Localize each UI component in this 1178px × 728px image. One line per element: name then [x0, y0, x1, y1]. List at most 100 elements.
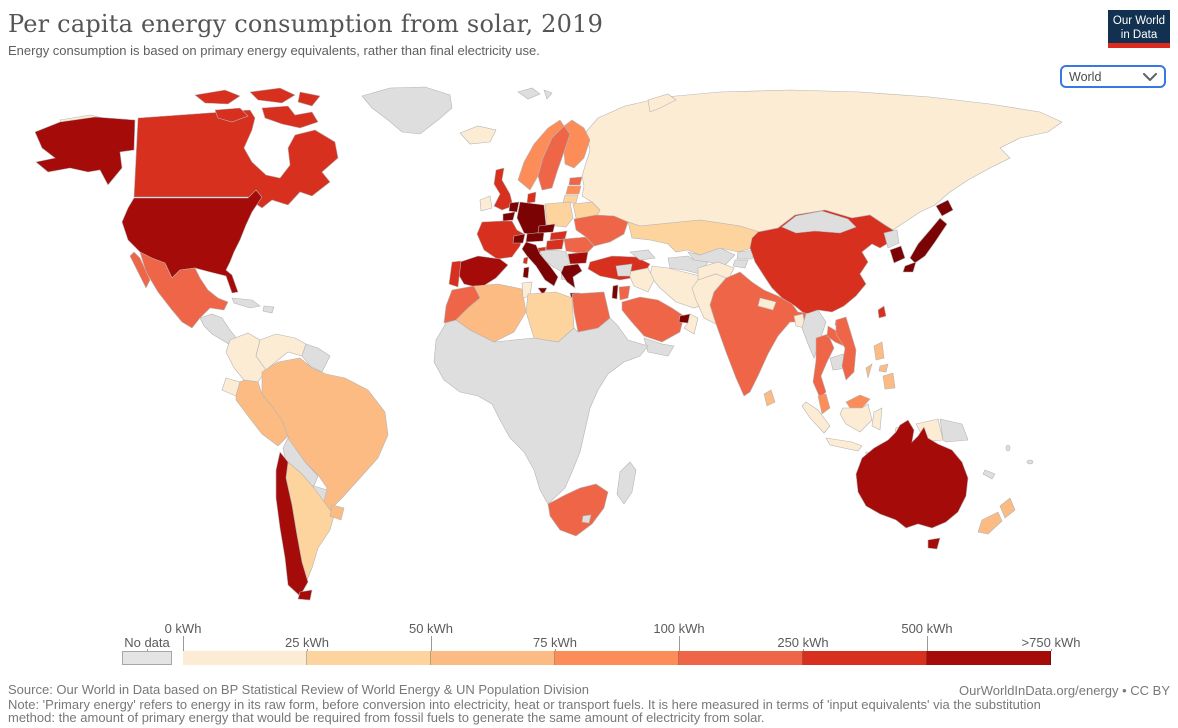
country-italy[interactable] [521, 241, 559, 287]
country-australia-tasmania[interactable] [927, 537, 941, 550]
country-indonesia-sulawesi[interactable] [871, 407, 883, 431]
country-indonesia-sumatra[interactable] [801, 401, 831, 434]
country-spain[interactable] [456, 255, 509, 289]
country-egypt[interactable] [571, 291, 611, 333]
country-thailand[interactable] [812, 333, 835, 399]
region-sub-saharan-africa[interactable] [433, 317, 649, 505]
country-svalbard-2[interactable] [543, 89, 553, 100]
country-algeria[interactable] [455, 283, 527, 343]
country-bulgaria[interactable] [567, 251, 589, 265]
country-svalbard[interactable] [517, 87, 541, 100]
country-syria[interactable] [615, 263, 633, 277]
country-hungary[interactable] [545, 238, 565, 251]
country-latvia[interactable] [565, 185, 582, 195]
country-israel[interactable] [611, 284, 619, 300]
country-canada-island-2[interactable] [249, 87, 296, 104]
country-iceland[interactable] [459, 125, 497, 145]
country-jordan[interactable] [618, 285, 631, 301]
country-china[interactable] [749, 209, 894, 316]
country-cuba[interactable] [231, 297, 261, 309]
country-brazil[interactable] [261, 357, 389, 511]
country-venezuela[interactable] [255, 333, 307, 371]
country-chile-tierra[interactable] [297, 589, 313, 601]
country-mexico-baja[interactable] [129, 251, 151, 289]
country-canada-island-1[interactable] [194, 89, 241, 105]
country-usa-alaska[interactable] [34, 116, 136, 186]
country-slovakia[interactable] [549, 230, 568, 241]
country-madagascar[interactable] [616, 461, 637, 505]
country-lesotho[interactable] [581, 514, 592, 524]
country-portugal[interactable] [448, 260, 462, 288]
country-japan-hokkaido[interactable] [935, 199, 954, 217]
country-switzerland[interactable] [512, 233, 526, 244]
country-new-zealand-north[interactable] [999, 497, 1016, 519]
country-mexico[interactable] [139, 251, 229, 329]
country-saudi-arabia[interactable] [621, 296, 685, 343]
country-ukraine[interactable] [573, 214, 629, 247]
small-island-2[interactable] [1005, 444, 1011, 452]
country-canada[interactable] [133, 109, 339, 209]
legend-segment-500-750[interactable] [927, 651, 1051, 665]
country-italy-sardinia[interactable] [522, 266, 530, 279]
legend-segment-0-25[interactable] [183, 651, 307, 665]
country-sweden[interactable] [537, 125, 571, 191]
legend-segment-50-75[interactable] [431, 651, 555, 665]
legend-segment-250-500[interactable] [803, 651, 927, 665]
legend-segment-25-50[interactable] [307, 651, 431, 665]
legend-no-data-swatch[interactable] [122, 651, 172, 665]
country-poland[interactable] [544, 201, 574, 228]
country-caucasus[interactable] [629, 249, 656, 261]
country-hispaniola[interactable] [262, 305, 275, 314]
country-new-caledonia[interactable] [982, 469, 996, 480]
country-czechia[interactable] [537, 223, 556, 234]
country-uruguay[interactable] [329, 504, 345, 521]
country-malaysia-borneo[interactable] [845, 394, 871, 409]
country-kyrgyzstan[interactable] [736, 249, 756, 260]
country-nepal[interactable] [757, 297, 777, 311]
country-denmark[interactable] [526, 191, 537, 204]
country-philippines-palawan[interactable] [865, 363, 873, 379]
country-philippines-luzon[interactable] [873, 341, 885, 361]
attribution-link[interactable]: OurWorldInData.org/energy • CC BY [959, 683, 1170, 698]
country-japan-kyushu[interactable] [902, 261, 917, 273]
country-vietnam[interactable] [835, 316, 857, 381]
country-belgium[interactable] [502, 211, 516, 222]
country-tajikistan[interactable] [732, 259, 749, 269]
region-dropdown[interactable]: World [1060, 65, 1166, 88]
country-japan-honshu[interactable] [909, 217, 948, 264]
country-australia[interactable] [855, 419, 969, 529]
country-indonesia-kalimantan[interactable] [839, 403, 873, 433]
country-sri-lanka[interactable] [763, 389, 776, 407]
country-greenland[interactable] [361, 86, 453, 135]
legend-segment-75-100[interactable] [555, 651, 679, 665]
country-uk[interactable] [493, 167, 514, 211]
country-netherlands[interactable] [508, 201, 520, 213]
country-north-korea[interactable] [883, 229, 900, 249]
country-canada-island-4[interactable] [214, 107, 249, 123]
country-libya[interactable] [525, 291, 575, 343]
country-philippines-visayas[interactable] [878, 363, 889, 373]
country-canada-island-3[interactable] [297, 91, 321, 107]
country-south-africa[interactable] [547, 483, 609, 537]
country-south-korea[interactable] [889, 245, 906, 264]
country-france-corsica[interactable] [522, 256, 529, 265]
country-ireland[interactable] [479, 195, 493, 212]
small-island-1[interactable] [1026, 459, 1034, 465]
country-oman[interactable] [683, 313, 699, 335]
country-yemen[interactable] [643, 337, 675, 357]
country-russia-novaya-zemlya[interactable] [647, 93, 677, 113]
country-taiwan[interactable] [877, 305, 887, 319]
country-iraq[interactable] [627, 267, 655, 293]
country-papua-new-guinea[interactable] [939, 418, 969, 443]
country-italy-sicily[interactable] [537, 287, 548, 296]
country-philippines-mindanao[interactable] [882, 372, 896, 390]
country-mongolia[interactable] [781, 210, 857, 234]
country-canada-baffin[interactable] [261, 105, 319, 129]
country-france[interactable] [476, 220, 525, 260]
country-new-zealand-south[interactable] [977, 511, 1003, 535]
country-romania[interactable] [563, 236, 595, 255]
country-india[interactable] [709, 271, 813, 397]
country-finland[interactable] [563, 119, 591, 169]
country-greece[interactable] [560, 263, 583, 289]
country-lithuania[interactable] [562, 194, 579, 204]
